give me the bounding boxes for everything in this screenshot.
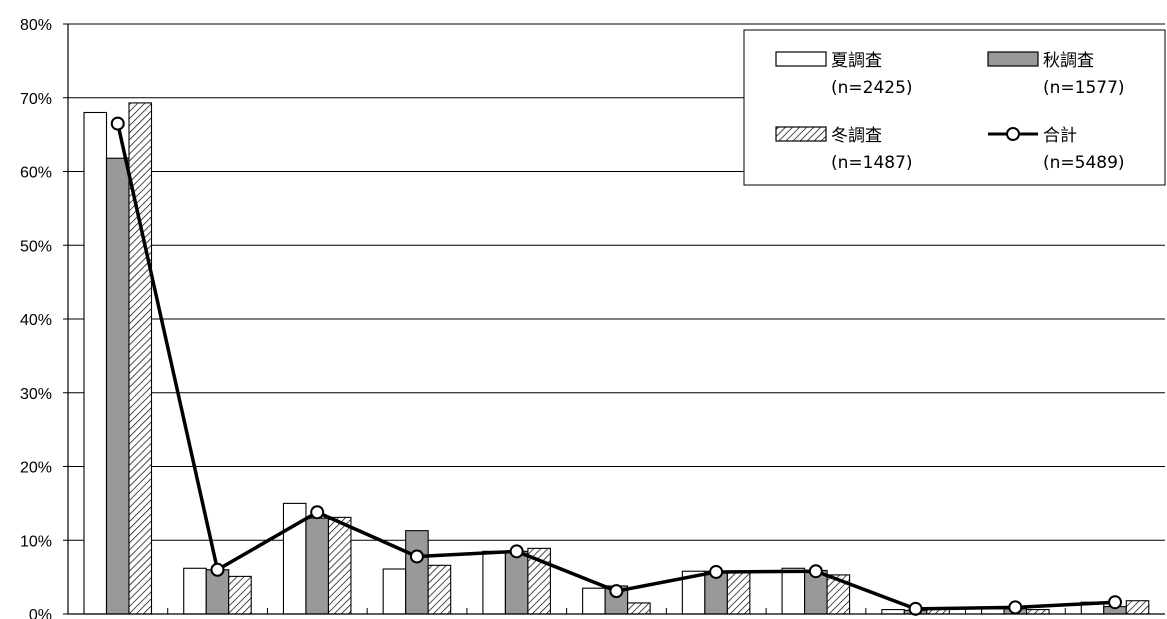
total-marker [808, 564, 823, 579]
legend-swatch-autumn [987, 51, 1039, 67]
legend-n-winter: (n=1487) [831, 153, 913, 173]
total-marker [409, 549, 424, 564]
legend-label-winter: 冬調査 [831, 126, 882, 146]
legend-n-total: (n=5489) [1043, 153, 1125, 173]
bar-white [881, 609, 905, 615]
bar-hatch [128, 102, 153, 615]
y-tick-label: 50% [20, 238, 52, 255]
total-marker [908, 601, 923, 616]
y-tick-label: 10% [20, 533, 52, 550]
bar-white [382, 568, 407, 615]
y-tick-label: 0% [29, 607, 52, 619]
bar-hatch [1025, 609, 1050, 615]
total-line [110, 116, 1123, 616]
legend-n-autumn: (n=1577) [1043, 78, 1125, 98]
bar-gray [105, 157, 130, 615]
total-marker [1008, 600, 1023, 615]
bar-white [980, 608, 1005, 615]
legend-n-summer: (n=2425) [831, 78, 913, 98]
y-tick-label: 40% [20, 312, 52, 329]
total-marker [110, 116, 125, 131]
total-marker [210, 562, 225, 577]
legend-swatch-winter [775, 126, 827, 142]
legend-marker-total [1006, 127, 1020, 141]
total-marker [1108, 595, 1123, 610]
legend: 夏調査 (n=2425) 秋調査 (n=1577) 冬調査 (n=1487) 合… [743, 29, 1166, 186]
total-marker [509, 544, 524, 559]
bar-hatch [627, 602, 651, 615]
total-line-path [116, 123, 1116, 611]
legend-label-summer: 夏調査 [831, 51, 882, 71]
bar-gray [504, 550, 529, 615]
bar-white [582, 587, 606, 615]
y-tick-label: 70% [20, 91, 52, 108]
bar-gray [305, 517, 330, 615]
legend-label-total: 合計 [1043, 126, 1077, 146]
y-tick-label: 20% [20, 460, 52, 477]
legend-swatch-summer [775, 51, 827, 67]
bar-hatch [726, 570, 751, 615]
bar-hatch [327, 516, 352, 615]
bar-white [83, 111, 108, 615]
grid-lines [68, 23, 1165, 541]
axes [63, 23, 1165, 615]
bar-white [781, 567, 806, 615]
bar-hatch [1125, 600, 1150, 615]
y-axis-tick-labels: 0% 10% 20% 30% 40% 50% 60% 70% 80% [20, 17, 52, 619]
total-marker [709, 564, 724, 579]
legend-label-autumn: 秋調査 [1043, 51, 1094, 71]
total-marker [310, 505, 325, 520]
y-tick-label: 80% [20, 17, 52, 34]
y-tick-label: 30% [20, 386, 52, 403]
y-tick-label: 60% [20, 165, 52, 182]
total-marker [609, 584, 624, 599]
bar-hatch [427, 564, 452, 615]
bar-white [183, 567, 207, 615]
bar-gray [405, 530, 429, 615]
bar-hatch [228, 575, 252, 615]
bar-white [482, 550, 506, 615]
